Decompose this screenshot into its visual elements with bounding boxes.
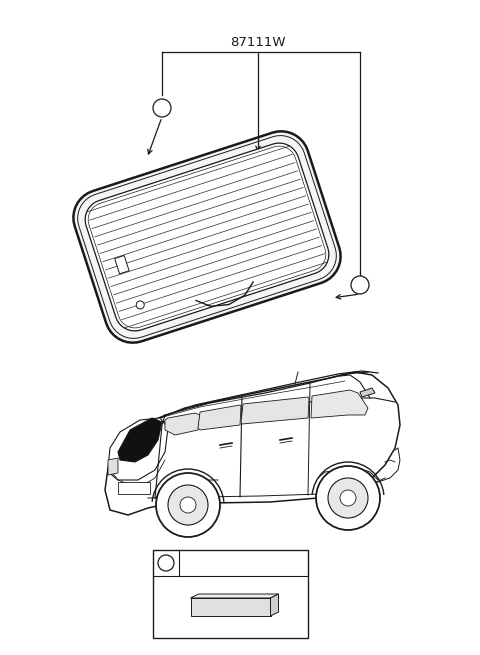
Text: 87111W: 87111W xyxy=(230,35,286,48)
Circle shape xyxy=(158,555,174,571)
Polygon shape xyxy=(108,458,118,475)
Polygon shape xyxy=(271,594,278,616)
Text: a: a xyxy=(163,558,169,568)
Circle shape xyxy=(136,301,144,309)
Polygon shape xyxy=(105,372,400,515)
Polygon shape xyxy=(115,255,129,274)
Polygon shape xyxy=(88,146,326,328)
Bar xyxy=(118,482,150,494)
Polygon shape xyxy=(85,143,329,331)
Circle shape xyxy=(180,497,196,513)
Circle shape xyxy=(156,473,220,537)
Polygon shape xyxy=(360,388,375,397)
Text: a: a xyxy=(159,103,165,113)
Text: 87864: 87864 xyxy=(223,557,263,569)
Polygon shape xyxy=(165,413,200,435)
Circle shape xyxy=(316,466,380,530)
Polygon shape xyxy=(108,418,168,480)
Circle shape xyxy=(328,478,368,518)
Text: a: a xyxy=(357,280,363,290)
Polygon shape xyxy=(118,418,162,462)
Polygon shape xyxy=(241,397,309,424)
Polygon shape xyxy=(191,598,271,616)
Polygon shape xyxy=(311,390,368,418)
Polygon shape xyxy=(198,405,241,430)
Polygon shape xyxy=(78,136,336,339)
Circle shape xyxy=(168,485,208,525)
Polygon shape xyxy=(73,131,341,343)
Circle shape xyxy=(351,276,369,294)
Circle shape xyxy=(340,490,356,506)
Polygon shape xyxy=(191,594,278,598)
Circle shape xyxy=(153,99,171,117)
Bar xyxy=(153,550,308,638)
